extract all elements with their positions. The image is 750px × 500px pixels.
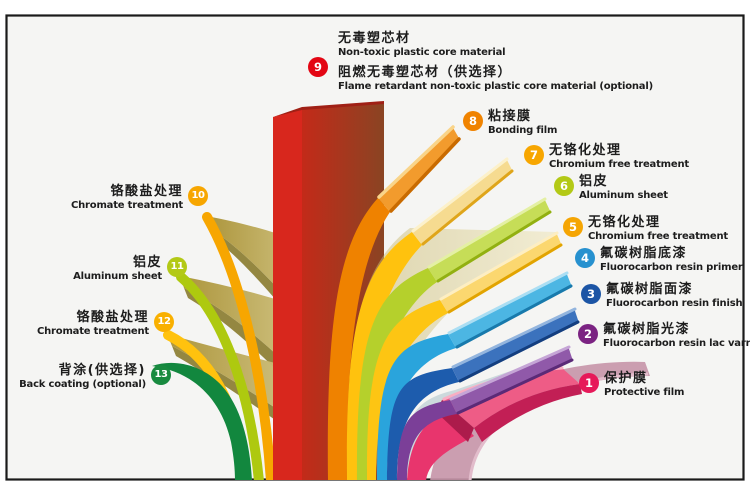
ribbon-3-under-edge xyxy=(458,320,580,383)
stem-11 xyxy=(176,272,264,480)
ribbon-3-highlight xyxy=(451,307,577,369)
ribbon-6-blade xyxy=(428,198,551,282)
core-material-label-zh: 无毒塑芯材 xyxy=(338,31,411,46)
ribbon-6-under-edge xyxy=(436,210,552,283)
ribbon-6-highlight xyxy=(427,197,547,269)
core-material-label: 无毒塑芯材 Non-toxic plastic core material xyxy=(338,31,506,59)
ribbon-4-stem xyxy=(377,334,456,480)
ribbon-7-blade xyxy=(412,158,513,245)
right-ribbons xyxy=(327,125,580,480)
ribbon-5-stem xyxy=(366,300,448,480)
ribbon-4-blade xyxy=(448,272,572,348)
ribbon-1-front-edge xyxy=(474,384,582,442)
ribbon-5-highlight xyxy=(439,231,559,301)
stem-10 xyxy=(202,212,276,480)
ribbon-8-highlight xyxy=(377,125,455,199)
ribbon-4-under-edge xyxy=(455,284,573,349)
ribbon-1-blade xyxy=(442,368,580,428)
ribbon-2-blade xyxy=(450,346,573,414)
ribbon-7-stem xyxy=(346,232,422,480)
core-material-label-en: Non-toxic plastic core material xyxy=(338,47,506,58)
ribbon-3-blade xyxy=(452,308,579,382)
ribbon-6-stem xyxy=(356,268,437,480)
ribbon-3-stem xyxy=(387,368,459,480)
ribbon-8-stem xyxy=(327,198,390,480)
ribbon-2-under-edge xyxy=(456,358,574,415)
ribbon-8-under-edge xyxy=(389,137,461,213)
layer-fan-illustration xyxy=(152,101,650,480)
ribbon-13-back-coating xyxy=(152,363,252,480)
ribbon-2-stem xyxy=(397,400,457,480)
core-slab-left-face xyxy=(273,110,302,480)
ribbon-7-highlight xyxy=(411,157,509,233)
ribbon-5-blade xyxy=(440,232,562,313)
ribbon-5-under-edge xyxy=(447,243,563,314)
ribbon-4-highlight xyxy=(447,271,569,335)
ribbon-7-under-edge xyxy=(421,169,514,246)
ribbon-8-blade xyxy=(378,126,460,212)
ribbon-2-highlight xyxy=(449,345,571,401)
ribbon-2-lac-varnish xyxy=(397,345,574,480)
